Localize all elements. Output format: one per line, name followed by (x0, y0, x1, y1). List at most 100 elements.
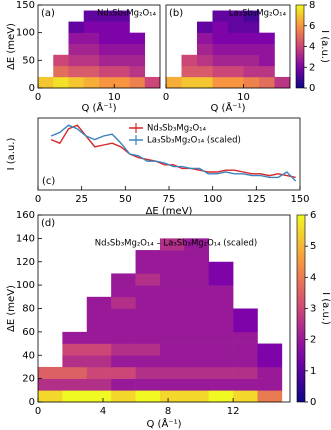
heatmap-cell (111, 378, 136, 391)
heatmap-cell (62, 390, 88, 403)
heatmap-cell (99, 76, 115, 89)
heatmap-cell (114, 54, 130, 67)
colorbar-tick-label: 1 (310, 366, 316, 377)
y-tick-label: 160 (16, 210, 35, 221)
heatmap-cell (135, 320, 161, 333)
heatmap-cell (68, 21, 85, 33)
heatmap-cell (38, 76, 54, 89)
heatmap-cell (208, 378, 234, 391)
heatmap-cell (135, 355, 161, 368)
heatmap-cell (184, 296, 210, 309)
heatmap-cell (86, 296, 112, 309)
heatmap-cell (135, 308, 161, 321)
heatmap-cell (243, 76, 260, 89)
panel-label: (c) (42, 176, 55, 187)
x-tick-label: 0 (35, 92, 41, 103)
heatmap-cell (159, 366, 185, 379)
x-axis-label: ΔE (meV) (146, 206, 193, 217)
y-tick-label: 40 (22, 350, 35, 361)
heatmap-cell (111, 355, 136, 368)
heatmap-cell (111, 273, 136, 286)
heatmap-cell (111, 343, 136, 356)
heatmap-cell (159, 308, 185, 321)
colorbar-tick-label: 6 (310, 210, 316, 221)
panel-label: (b) (169, 8, 183, 19)
heatmap-cell (53, 54, 69, 67)
colorbar-tick-label: 0 (310, 397, 316, 408)
heatmap-cell (114, 32, 130, 45)
heatmap-cell (208, 343, 234, 356)
heatmap-cell (233, 355, 258, 368)
y-tick-label: 100 (16, 280, 35, 291)
legend-label: Nd₃Sb₃Mg₂O₁₄ (147, 124, 207, 134)
heatmap-cell (114, 76, 130, 89)
heatmap-cell (114, 43, 130, 56)
heatmap-cell (208, 390, 234, 403)
y-axis-label: I (a.u.) (6, 138, 17, 171)
heatmap-cell (83, 21, 100, 33)
plot-frame (37, 117, 301, 191)
heatmap-cell (99, 65, 115, 78)
heatmap-cell (166, 76, 182, 89)
heatmap-cell (129, 54, 146, 67)
x-tick-label: 100 (203, 194, 222, 205)
heatmap-cell (212, 65, 229, 78)
heatmap-cell (83, 54, 100, 67)
heatmap-cell (159, 343, 185, 356)
colorbar (295, 4, 305, 89)
heatmap-cell (135, 250, 161, 263)
heatmap-cell (53, 65, 69, 78)
heatmap-cell (208, 296, 234, 309)
heatmap-cell (135, 296, 161, 309)
heatmap-cell (259, 65, 275, 78)
x-axis-label: Q (Å⁻¹) (147, 417, 182, 430)
heatmap-cell (233, 308, 258, 321)
heatmap-cell (144, 76, 161, 89)
heatmap-cell (197, 21, 213, 33)
heatmap-cell (86, 378, 112, 391)
heatmap-cell (228, 32, 244, 45)
panel-title: Nd₃Sb₃Mg₂O₁₄ – La₃Sb₃Mg₂O₁₄ (scaled) (95, 239, 257, 249)
heatmap-cell (159, 273, 185, 286)
plot-frame (37, 4, 161, 89)
heatmap-cell (86, 331, 112, 344)
panel-title: La₃Sb₃Mg₂O₁₄ (229, 9, 287, 19)
heatmap-cell (83, 10, 100, 22)
y-tick-label: 60 (22, 327, 35, 338)
heatmap-cell (62, 355, 88, 368)
heatmap-cell (86, 308, 112, 321)
heatmap-cell (197, 43, 213, 56)
colorbar-tick-label: 4 (310, 272, 316, 283)
heatmap-cell (129, 43, 146, 56)
heatmap-cell (159, 285, 185, 298)
heatmap-cell (259, 43, 275, 56)
heatmap-cell (83, 43, 100, 56)
colorbar-label: I (a.u.) (320, 292, 331, 325)
heatmap-cell (212, 10, 229, 22)
heatmap-cell (129, 76, 146, 89)
heatmap-cell (243, 54, 260, 67)
heatmap-cell (111, 308, 136, 321)
heatmap-cell (212, 32, 229, 45)
heatmap-cell (212, 21, 229, 33)
x-axis-label: Q (Å⁻¹) (82, 101, 117, 114)
heatmap-cell (184, 250, 210, 263)
heatmap-cell (228, 10, 244, 22)
plot-frame (37, 214, 291, 403)
colorbar-tick-label: 2 (310, 335, 316, 346)
heatmap-cell (243, 32, 260, 45)
heatmap-cell (197, 65, 213, 78)
heatmap-cell (184, 331, 210, 344)
y-tick-label: 20 (22, 374, 35, 385)
x-tick-label: 25 (75, 194, 88, 205)
heatmap-cell (257, 390, 283, 403)
heatmap-cell (184, 366, 210, 379)
heatmap-cell (86, 343, 112, 356)
data-line (50, 124, 296, 179)
heatmap-cell (135, 378, 161, 391)
x-tick-label: 0 (35, 406, 41, 417)
colorbar-label: I (a.u.) (319, 30, 330, 63)
heatmap-cell (184, 285, 210, 298)
heatmap-cell (208, 285, 234, 298)
y-tick-label: 140 (16, 233, 35, 244)
